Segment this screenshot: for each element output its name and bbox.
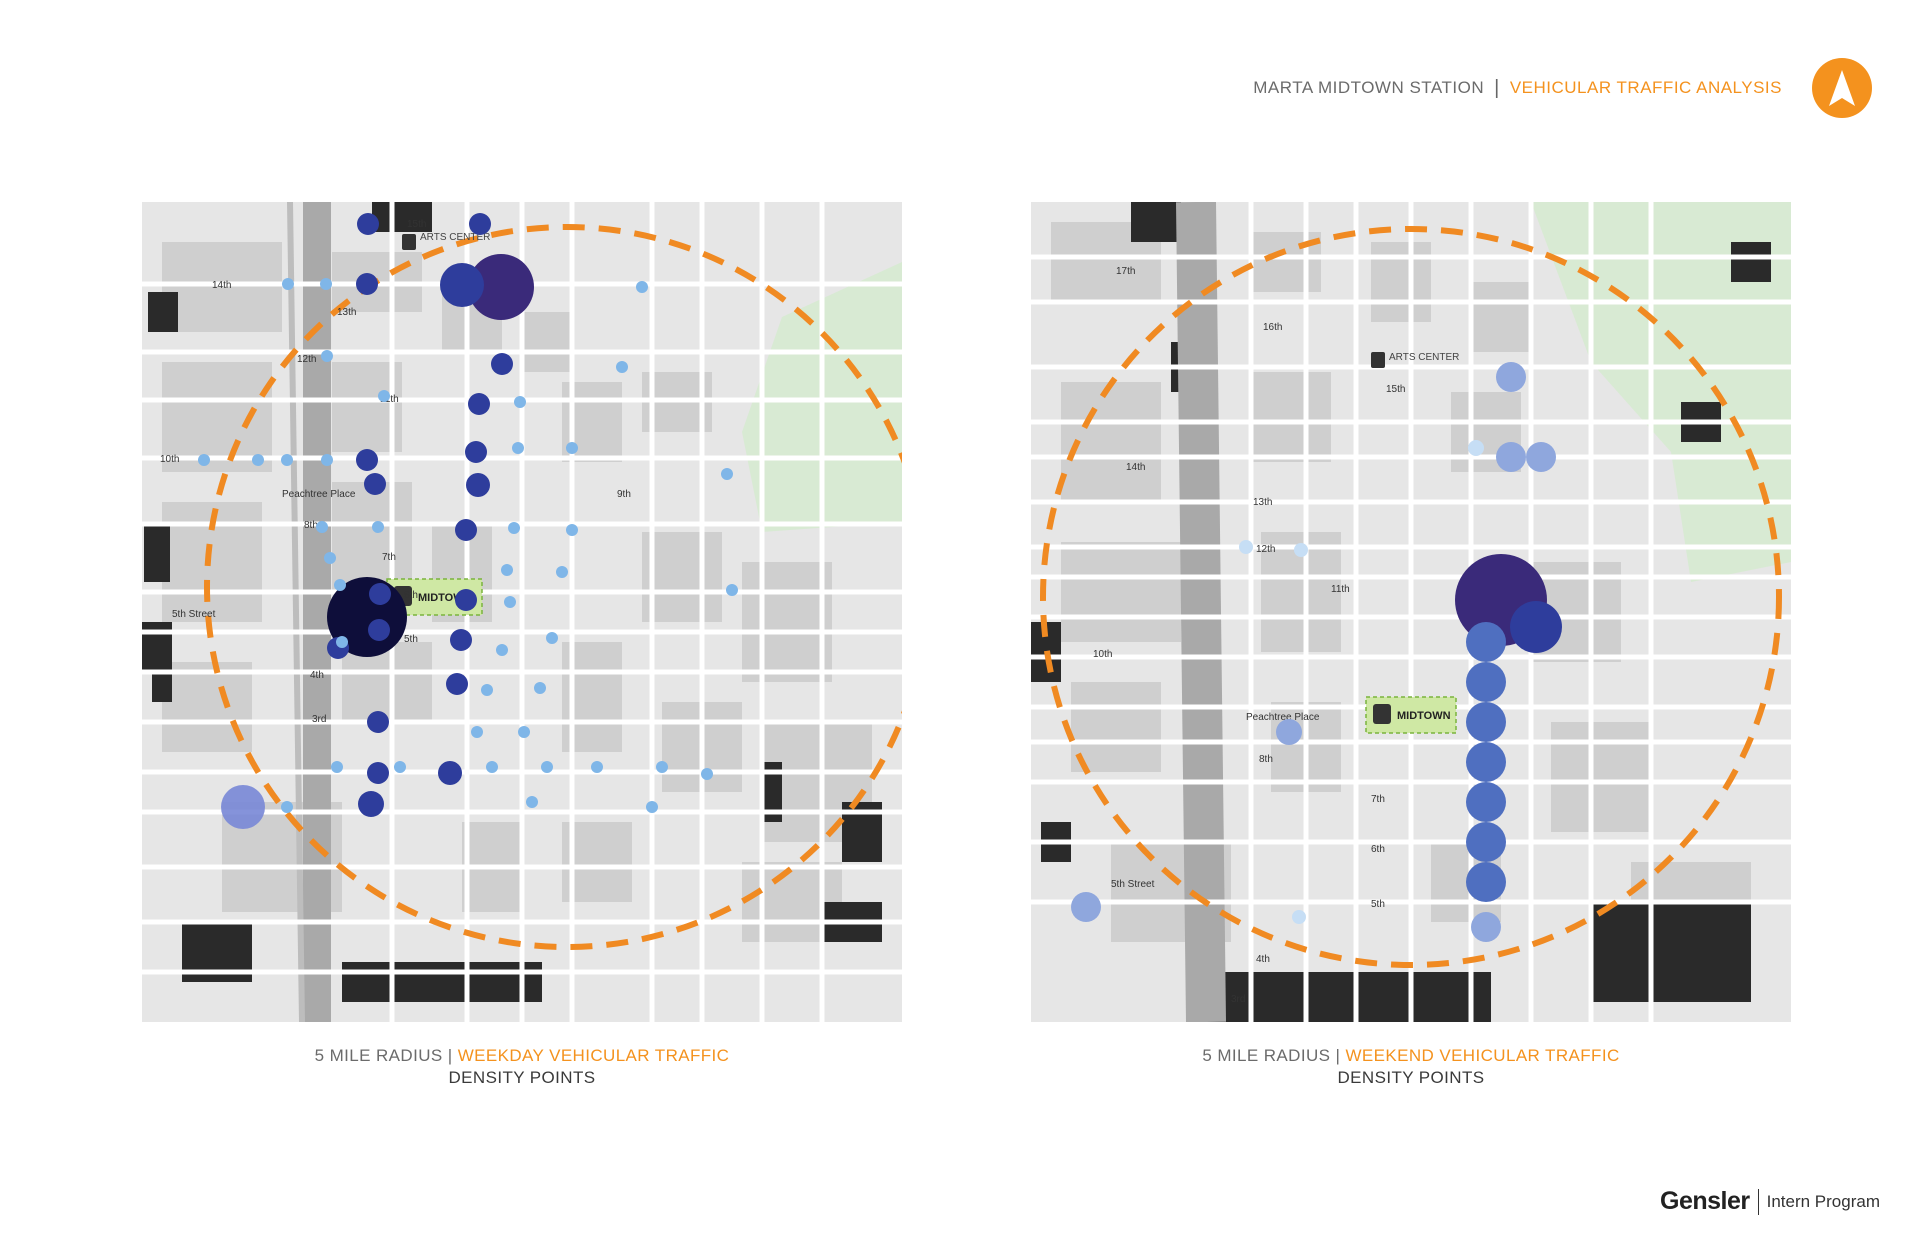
project-title: MARTA MIDTOWN STATION (1253, 78, 1485, 97)
svg-text:10th: 10th (1093, 649, 1112, 660)
svg-text:15th: 15th (407, 219, 426, 230)
svg-text:15th: 15th (1386, 384, 1405, 395)
brand-divider (1757, 1188, 1759, 1215)
svg-text:6th: 6th (404, 590, 418, 601)
svg-text:7th: 7th (382, 552, 396, 563)
svg-text:5th Street: 5th Street (172, 609, 216, 620)
svg-text:5th Street: 5th Street (1111, 879, 1155, 890)
svg-text:14th: 14th (212, 280, 231, 291)
density-points-lowest (1239, 440, 1484, 924)
density-points-low (198, 278, 738, 813)
svg-text:17th: 17th (1116, 266, 1135, 277)
density-point-medium (221, 785, 265, 829)
density-point-high (1510, 601, 1562, 653)
density-points-high (327, 213, 513, 817)
train-icon (1373, 704, 1391, 724)
arts-center-train-icon (1371, 352, 1385, 368)
weekday-map-svg: MIDTOWN ARTS CENTER 14th 15th 13th 12th … (142, 202, 902, 1022)
svg-text:4th: 4th (310, 670, 324, 681)
density-points-medium (1466, 622, 1506, 902)
dark-buildings (1031, 202, 1771, 1022)
park-area (1531, 202, 1791, 582)
street-labels: 14th 15th 13th 12th 11th 10th 9th 8th 7t… (160, 219, 631, 725)
density-points (198, 213, 738, 829)
svg-text:13th: 13th (337, 307, 356, 318)
svg-text:5th: 5th (1371, 899, 1385, 910)
weekday-map-caption: 5 MILE RADIUS | WEEKDAY VEHICULAR TRAFFI… (142, 1045, 902, 1089)
density-points-low (1071, 362, 1556, 942)
street-labels: 17th 16th 15th 14th 13th 12th 11th 10th … (1093, 266, 1405, 1005)
arts-center-label: ARTS CENTER (1389, 352, 1459, 363)
arts-center-label: ARTS CENTER (420, 232, 490, 243)
caption-radius: 5 MILE RADIUS (1202, 1046, 1331, 1065)
svg-text:6th: 6th (1371, 844, 1385, 855)
svg-text:3rd: 3rd (312, 714, 326, 725)
radius-ring (204, 224, 902, 950)
svg-text:14th: 14th (1126, 462, 1145, 473)
north-arrow-icon (1812, 58, 1872, 118)
density-point-very-high (468, 254, 534, 320)
radius-ring (1040, 226, 1782, 968)
page-header: MARTA MIDTOWN STATION | VEHICULAR TRAFFI… (1253, 76, 1782, 100)
analysis-title: VEHICULAR TRAFFIC ANALYSIS (1509, 78, 1782, 97)
caption-separator: | (447, 1046, 453, 1065)
svg-text:12th: 12th (297, 354, 316, 365)
svg-text:Peachtree Place: Peachtree Place (1246, 712, 1320, 723)
caption-title: WEEKDAY VEHICULAR TRAFFIC (457, 1046, 730, 1065)
weekend-traffic-map[interactable]: MIDTOWN ARTS CENTER 17th 16th 15th 14th … (1031, 202, 1791, 1022)
svg-text:13th: 13th (1253, 497, 1272, 508)
brand-program: Intern Program (1766, 1191, 1880, 1211)
weekend-map-caption: 5 MILE RADIUS | WEEKEND VEHICULAR TRAFFI… (1031, 1045, 1791, 1089)
density-point-high (440, 263, 484, 307)
caption-radius: 5 MILE RADIUS (314, 1046, 443, 1065)
caption-subtitle: DENSITY POINTS (448, 1068, 596, 1087)
caption-title: WEEKEND VEHICULAR TRAFFIC (1345, 1046, 1620, 1065)
header-separator: | (1494, 76, 1500, 99)
svg-text:4th: 4th (1256, 954, 1270, 965)
svg-text:11th: 11th (1331, 584, 1350, 595)
svg-text:16th: 16th (1263, 322, 1282, 333)
weekday-traffic-map[interactable]: MIDTOWN ARTS CENTER 14th 15th 13th 12th … (142, 202, 902, 1022)
brand-logo: Gensler (1660, 1187, 1750, 1215)
svg-text:8th: 8th (1259, 754, 1273, 765)
station-label: MIDTOWN (1397, 710, 1451, 722)
svg-text:Peachtree Place: Peachtree Place (282, 489, 356, 500)
svg-text:8th: 8th (304, 520, 318, 531)
svg-text:5th: 5th (404, 634, 418, 645)
caption-separator: | (1335, 1046, 1341, 1065)
svg-text:10th: 10th (160, 454, 179, 465)
svg-text:11th: 11th (380, 394, 399, 405)
density-points (1071, 362, 1562, 942)
svg-text:3rd: 3rd (1231, 994, 1245, 1005)
svg-text:7th: 7th (1371, 794, 1385, 805)
svg-text:12th: 12th (1256, 544, 1275, 555)
svg-text:9th: 9th (617, 489, 631, 500)
arts-center-train-icon (402, 234, 416, 250)
footer-brand: Gensler Intern Program (1660, 1187, 1880, 1216)
weekend-map-svg: MIDTOWN ARTS CENTER 17th 16th 15th 14th … (1031, 202, 1791, 1022)
caption-subtitle: DENSITY POINTS (1337, 1068, 1485, 1087)
